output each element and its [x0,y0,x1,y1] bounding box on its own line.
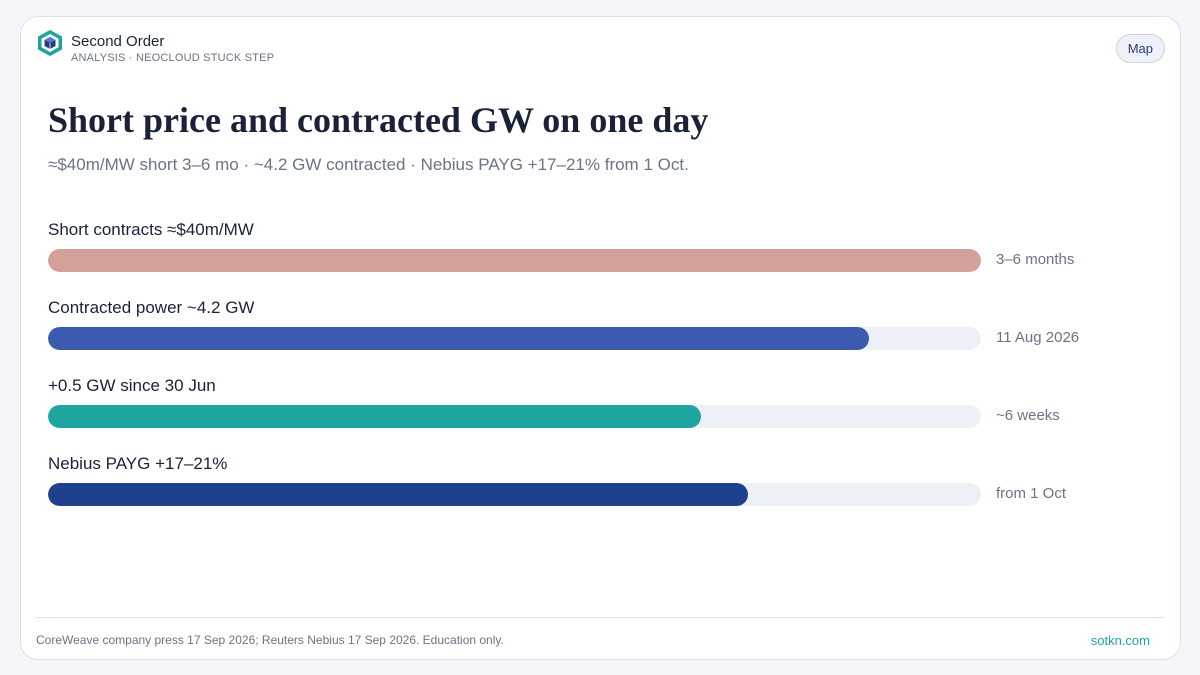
page-title: Short price and contracted GW on one day [48,100,709,140]
bar-label: +0.5 GW since 30 Jun [48,376,216,395]
bar-track [48,249,981,272]
bar-note: 3–6 months [996,251,1075,268]
bar-label: Contracted power ~4.2 GW [48,298,255,317]
bar-row-nebius-payg: Nebius PAYG +17–21% from 1 Oct [48,454,1158,532]
brand[interactable]: Second Order ANALYSIS · NEOCLOUD STUCK S… [37,28,274,65]
map-button[interactable]: Map [1115,34,1165,63]
page-subtitle: ≈$40m/MW short 3–6 mo · ~4.2 GW contract… [48,155,689,174]
footer-source: CoreWeave company press 17 Sep 2026; Reu… [36,633,504,647]
bar-note: 11 Aug 2026 [996,329,1080,346]
bar-fill [48,483,748,506]
brand-text: Second Order ANALYSIS · NEOCLOUD STUCK S… [71,28,274,65]
footer-divider [36,617,1165,618]
bar-track [48,405,981,428]
bar-fill [48,405,702,428]
bar-label: Nebius PAYG +17–21% [48,454,228,473]
brand-name: Second Order [71,33,165,50]
brand-subtitle: ANALYSIS · NEOCLOUD STUCK STEP [71,52,275,64]
bar-row-contracted-power: Contracted power ~4.2 GW 11 Aug 2026 [48,298,1158,376]
bar-row-short-contracts: Short contracts ≈$40m/MW 3–6 months [48,220,1158,298]
bar-note: ~6 weeks [996,407,1060,424]
bar-note: from 1 Oct [996,485,1067,502]
footer-link[interactable]: sotkn.com [1090,633,1150,648]
bar-track [48,327,981,350]
bar-list: Short contracts ≈$40m/MW 3–6 months Cont… [48,220,1158,532]
main-card: Second Order ANALYSIS · NEOCLOUD STUCK S… [20,16,1181,660]
bar-fill [48,327,870,350]
bar-track [48,483,981,506]
bar-label: Short contracts ≈$40m/MW [48,220,254,239]
hexagon-cube-icon [38,30,62,56]
bar-row-gw-since-june: +0.5 GW since 30 Jun ~6 weeks [48,376,1158,454]
bar-fill [48,249,981,272]
